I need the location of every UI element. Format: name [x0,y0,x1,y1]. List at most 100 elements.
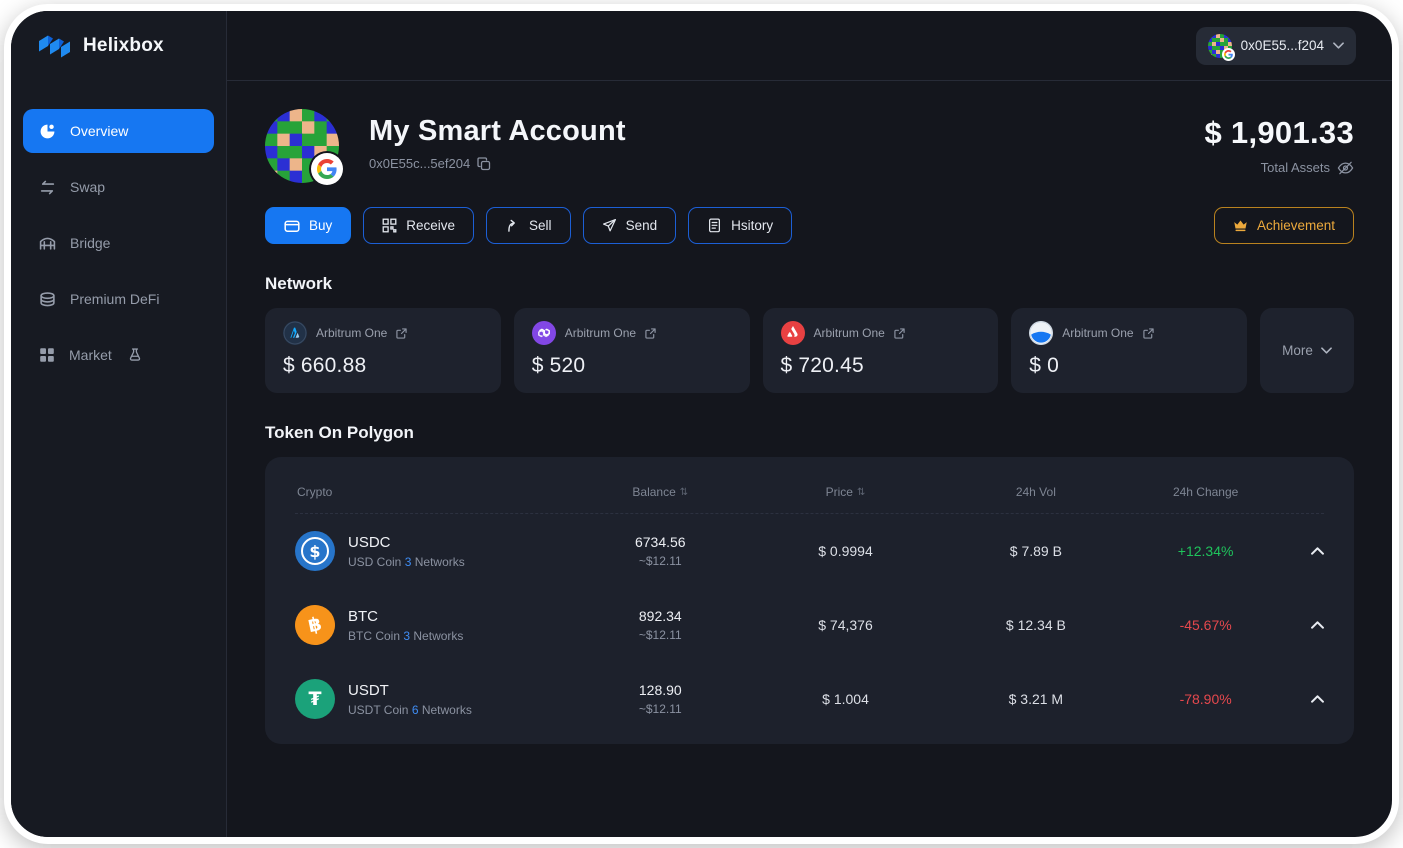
sidebar-item[interactable]: Overview [23,109,214,153]
action-button[interactable]: Sell [486,207,571,244]
action-button[interactable]: Send [582,207,677,244]
chevron-up-icon[interactable] [1283,547,1324,555]
token-symbol: BTC [348,607,378,625]
action-button[interactable]: Hsitory [688,207,793,244]
helixbox-logo-icon [37,34,73,58]
network-card[interactable]: Arbitrum One $ 0 [1011,308,1247,393]
network-card[interactable]: Arbitrum One $ 720.45 [762,308,999,393]
achievement-button[interactable]: Achievement [1213,207,1354,244]
network-balance: $ 520 [531,354,586,377]
network-section-title: Network [265,274,333,293]
wallet-address: 0x0E55...f204 [1240,38,1324,53]
sidebar-item-label: Premium DeFi [70,291,160,307]
sort-icon: ⇅ [856,486,866,498]
token-row[interactable]: $ USDC USD Coin 3 Networks 6734.56 ~$12.… [295,514,1324,588]
sidebar-item[interactable]: Bridge [23,221,214,265]
token-24h-change: +12.34% [1177,543,1234,559]
external-link-icon[interactable] [1142,327,1154,339]
copy-icon[interactable] [477,156,491,171]
arbitrum-icon [283,321,307,345]
document-icon [707,218,722,233]
more-networks-button[interactable]: More [1260,308,1354,393]
token-row[interactable]: ₮ USDT USDT Coin 6 Networks 128.90 ~$12.… [295,662,1324,736]
sidebar-item-label: Overview [70,123,129,139]
col-balance[interactable]: Balance ⇅ [632,485,689,499]
token-row[interactable]: ฿ BTC BTC Coin 3 Networks 892.34 ~$12.11… [291,588,1324,662]
google-badge-icon [311,153,343,185]
action-button[interactable]: Buy [265,207,352,244]
sidebar-item[interactable]: Premium DeFi [23,277,214,321]
beaker-icon [128,348,142,362]
overview-icon [39,123,56,140]
external-link-icon[interactable] [645,327,656,339]
btc-icon: ฿ [291,601,339,649]
col-24h-change: 24h Change [1172,485,1239,499]
network-balance: $ 720.45 [780,354,864,377]
token-table-header: Crypto Balance ⇅ Price ⇅ 24h Vol 24h Chang… [295,467,1324,514]
account-header: My Smart Account 0x0E55c...5ef204 [265,109,1354,185]
network-name: Arbitrum One [316,326,388,340]
network-name: Arbitrum One [1062,326,1134,340]
network-count: 3 [403,628,411,643]
token-balance: 892.34 [638,608,682,624]
sidebar-item[interactable]: Market [23,333,214,377]
token-24h-change: -78.90% [1179,691,1232,707]
token-subtitle: BTC Coin 3 Networks [348,628,464,643]
token-subtitle: USDT Coin 6 Networks [348,702,472,717]
network-name: Arbitrum One [813,326,885,340]
token-price: $ 1.004 [822,691,869,707]
token-24h-change: -45.67% [1179,617,1232,633]
wallet-account-chip[interactable]: 0x0E55...f204 [1195,26,1356,65]
total-assets-value: $ 1,901.33 [1204,115,1354,150]
bridge-icon [39,235,56,252]
token-symbol: USDC [348,533,391,551]
token-price: $ 74,376 [818,617,873,633]
swap-icon [39,179,56,196]
sidebar: Helixbox Overview Swap Bridge Premium De… [11,11,227,837]
chevron-up-icon[interactable] [1283,695,1324,703]
token-price: $ 0.9994 [818,543,873,559]
crown-icon [1233,219,1248,232]
network-count: 3 [404,554,412,569]
token-balance: 128.90 [638,682,682,698]
paper-plane-icon [602,218,617,233]
actions-row: Buy Receive Sell Send Hsitory [265,207,1354,244]
account-avatar [265,109,343,185]
network-balance: $ 660.88 [283,354,367,377]
token-balance-usd: ~$12.11 [638,554,682,568]
arrow-up-icon [505,218,520,233]
google-badge-icon [1221,47,1235,61]
sidebar-item[interactable]: Swap [23,165,214,209]
wallet-avatar [1207,33,1235,61]
logo: Helixbox [11,11,226,81]
token-24h-vol: $ 7.89 B [1009,543,1062,559]
chevron-up-icon[interactable] [1283,621,1324,629]
sidebar-nav: Overview Swap Bridge Premium DeFi Market [11,81,226,405]
network-name: Arbitrum One [564,326,637,340]
polygon-icon [531,321,556,345]
tokens-section-title: Token On Polygon [265,423,414,442]
account-title: My Smart Account [369,115,626,147]
external-link-icon[interactable] [396,327,408,339]
chevron-down-icon [1321,347,1332,354]
chevron-down-icon [1333,42,1344,49]
token-balance: 6734.56 [634,534,686,550]
sort-icon: ⇅ [679,486,689,498]
action-button[interactable]: Receive [363,207,475,244]
globe-icon [1029,321,1054,345]
content: My Smart Account 0x0E55c...5ef204 [227,81,1392,744]
qr-code-icon [382,218,397,233]
network-card[interactable]: Arbitrum One $ 660.88 [265,308,501,393]
network-card[interactable]: Arbitrum One $ 520 [513,308,750,393]
external-link-icon[interactable] [894,327,905,339]
sidebar-item-label: Bridge [70,235,111,251]
network-balance: $ 0 [1029,354,1060,377]
total-assets-label: Total Assets [1260,160,1330,175]
token-balance-usd: ~$12.11 [638,628,682,642]
topbar: 0x0E55...f204 [227,11,1392,81]
app-window: Helixbox Overview Swap Bridge Premium De… [4,4,1399,844]
col-price[interactable]: Price ⇅ [825,485,866,499]
eye-off-icon[interactable] [1337,161,1354,175]
col-24h-vol: 24h Vol [1015,485,1056,499]
